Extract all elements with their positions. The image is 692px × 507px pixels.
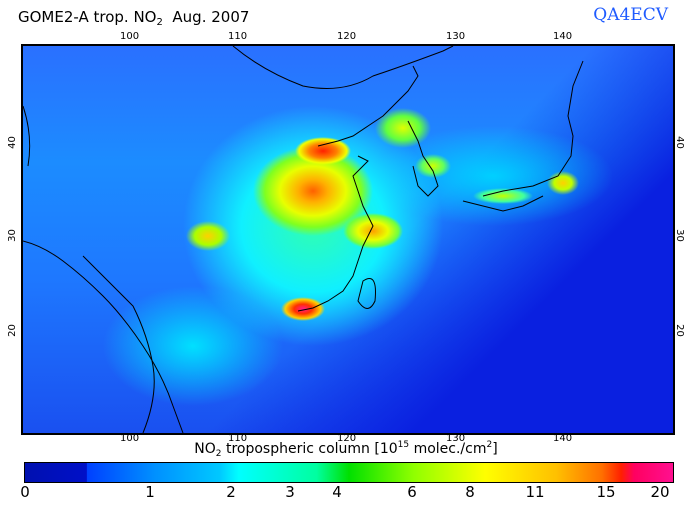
x-tick-bottom: 130 <box>446 433 466 444</box>
colorbar <box>24 462 674 483</box>
y-tick-right: 40 <box>673 136 685 149</box>
x-tick-top: 100 <box>120 31 140 42</box>
no2-map <box>21 44 675 435</box>
colorbar-tick: 15 <box>596 483 616 501</box>
colorbar-tick: 3 <box>285 483 295 501</box>
x-tick-top: 110 <box>228 31 248 42</box>
y-tick-left: 40 <box>6 136 18 149</box>
x-tick-top: 120 <box>337 31 357 42</box>
title-text: GOME2-A trop. NO <box>18 8 157 26</box>
label-part: 15 <box>397 440 410 450</box>
coastline-overlay <box>23 46 584 433</box>
label-part: 2 <box>215 449 222 459</box>
x-tick-bottom: 100 <box>120 433 140 444</box>
x-tick-top: 140 <box>553 31 573 42</box>
colorbar-tick: 0 <box>20 483 30 501</box>
label-part: molec./cm <box>409 441 487 457</box>
x-tick-bottom: 110 <box>228 433 248 444</box>
label-part: tropospheric column [10 <box>221 441 398 457</box>
x-tick-bottom: 140 <box>553 433 573 444</box>
label-part: 2 <box>486 440 493 450</box>
brand-logo: QA4ECV <box>593 5 668 25</box>
label-part: NO <box>194 441 216 457</box>
x-tick-bottom: 120 <box>337 433 357 444</box>
colorbar-tick: 6 <box>407 483 417 501</box>
colorbar-label: NO2 tropospheric column [1015 molec./cm2… <box>0 440 692 459</box>
label-part: ] <box>492 441 498 457</box>
x-tick-top: 130 <box>446 31 466 42</box>
colorbar-tick: 2 <box>226 483 236 501</box>
y-tick-right: 20 <box>673 324 685 337</box>
colorbar-tick: 4 <box>332 483 342 501</box>
colorbar-tick: 1 <box>145 483 155 501</box>
colorbar-tick: 8 <box>465 483 475 501</box>
colorbar-tick: 20 <box>650 483 670 501</box>
y-tick-left: 30 <box>6 229 18 242</box>
y-tick-left: 20 <box>6 324 18 337</box>
title-date: Aug. 2007 <box>162 8 250 26</box>
title-subscript: 2 <box>156 17 163 28</box>
colorbar-tick: 11 <box>525 483 545 501</box>
chart-title: GOME2-A trop. NO2 Aug. 2007 <box>18 8 249 28</box>
y-tick-right: 30 <box>673 229 685 242</box>
